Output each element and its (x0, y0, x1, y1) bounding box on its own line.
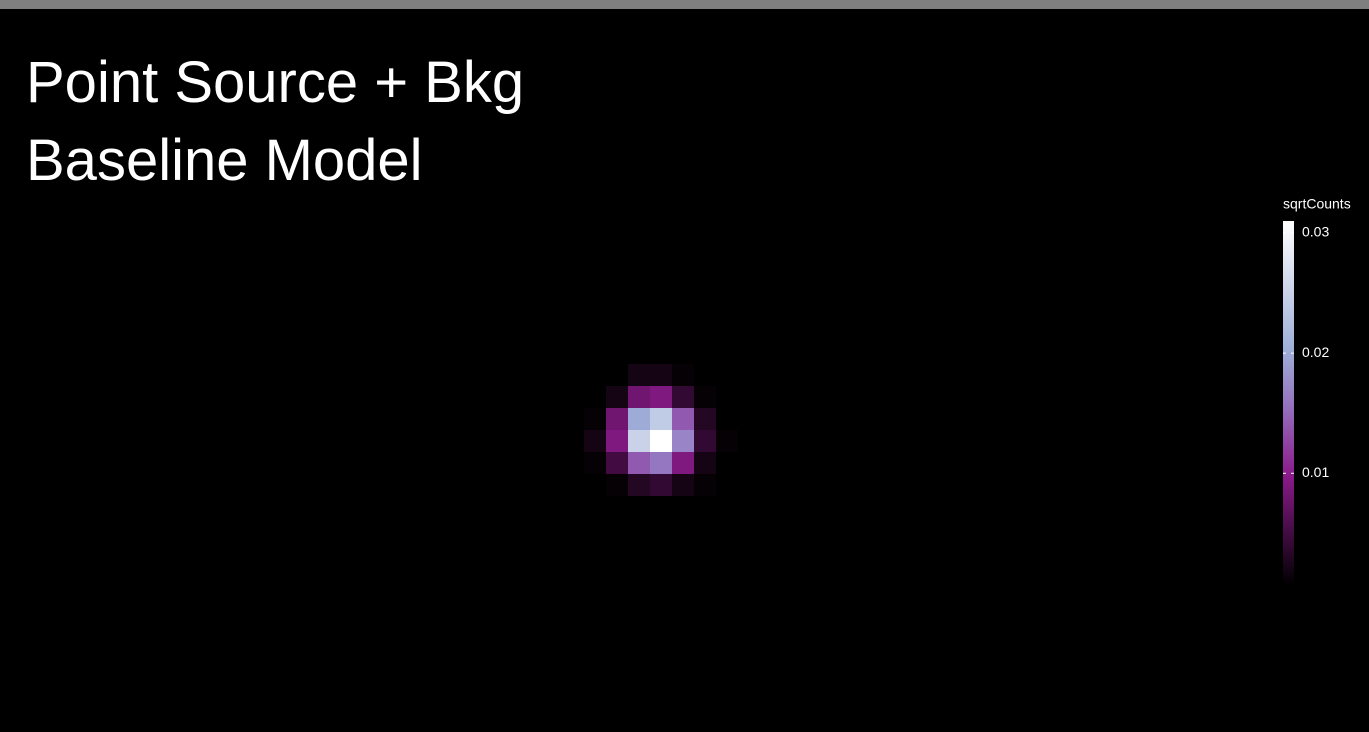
heatmap-cell (672, 430, 694, 452)
heatmap-cell (672, 452, 694, 474)
heatmap-cell (694, 452, 716, 474)
heatmap-cell (716, 364, 738, 386)
heatmap-cell (650, 452, 672, 474)
heatmap-cell (628, 364, 650, 386)
heatmap-cell (584, 452, 606, 474)
heatmap-cell (650, 364, 672, 386)
heatmap-cell (672, 386, 694, 408)
heatmap-cell (606, 408, 628, 430)
top-bar (0, 0, 1369, 9)
heatmap-cell (584, 386, 606, 408)
heatmap-cell (606, 386, 628, 408)
heatmap-cell (716, 474, 738, 496)
heatmap-cell (716, 452, 738, 474)
heatmap-cell (672, 364, 694, 386)
heatmap-cell (584, 364, 606, 386)
heatmap-cell (606, 364, 628, 386)
heatmap-cell (672, 474, 694, 496)
colorbar-tick-label: 0.01 (1302, 464, 1329, 480)
heatmap-cell (628, 474, 650, 496)
heatmap-cell (650, 386, 672, 408)
heatmap-cell (694, 474, 716, 496)
heatmap-cell (606, 452, 628, 474)
colorbar-tick-label: 0.02 (1302, 344, 1329, 360)
heatmap-cell (716, 430, 738, 452)
heatmap-cell (628, 408, 650, 430)
heatmap-cell (694, 408, 716, 430)
subtitle: Baseline Model (26, 128, 423, 193)
heatmap-cell (672, 408, 694, 430)
heatmap-cell (628, 430, 650, 452)
heatmap-cell (716, 408, 738, 430)
heatmap-cell (628, 452, 650, 474)
colorbar (1283, 221, 1294, 585)
heatmap-cell (606, 474, 628, 496)
heatmap-cell (694, 364, 716, 386)
title: Point Source + Bkg (26, 50, 524, 115)
heatmap-cell (716, 386, 738, 408)
heatmap-cell (606, 430, 628, 452)
heatmap-cell (584, 408, 606, 430)
heatmap-cell (584, 474, 606, 496)
heatmap-cell (650, 474, 672, 496)
heatmap-cell (650, 408, 672, 430)
heatmap-cell (650, 430, 672, 452)
heatmap-cell (694, 430, 716, 452)
heatmap-cell (584, 430, 606, 452)
colorbar-tick-label: 0.03 (1302, 224, 1329, 240)
heatmap-cell (694, 386, 716, 408)
legend-title: sqrtCounts (1283, 196, 1351, 212)
heatmap-cell (628, 386, 650, 408)
